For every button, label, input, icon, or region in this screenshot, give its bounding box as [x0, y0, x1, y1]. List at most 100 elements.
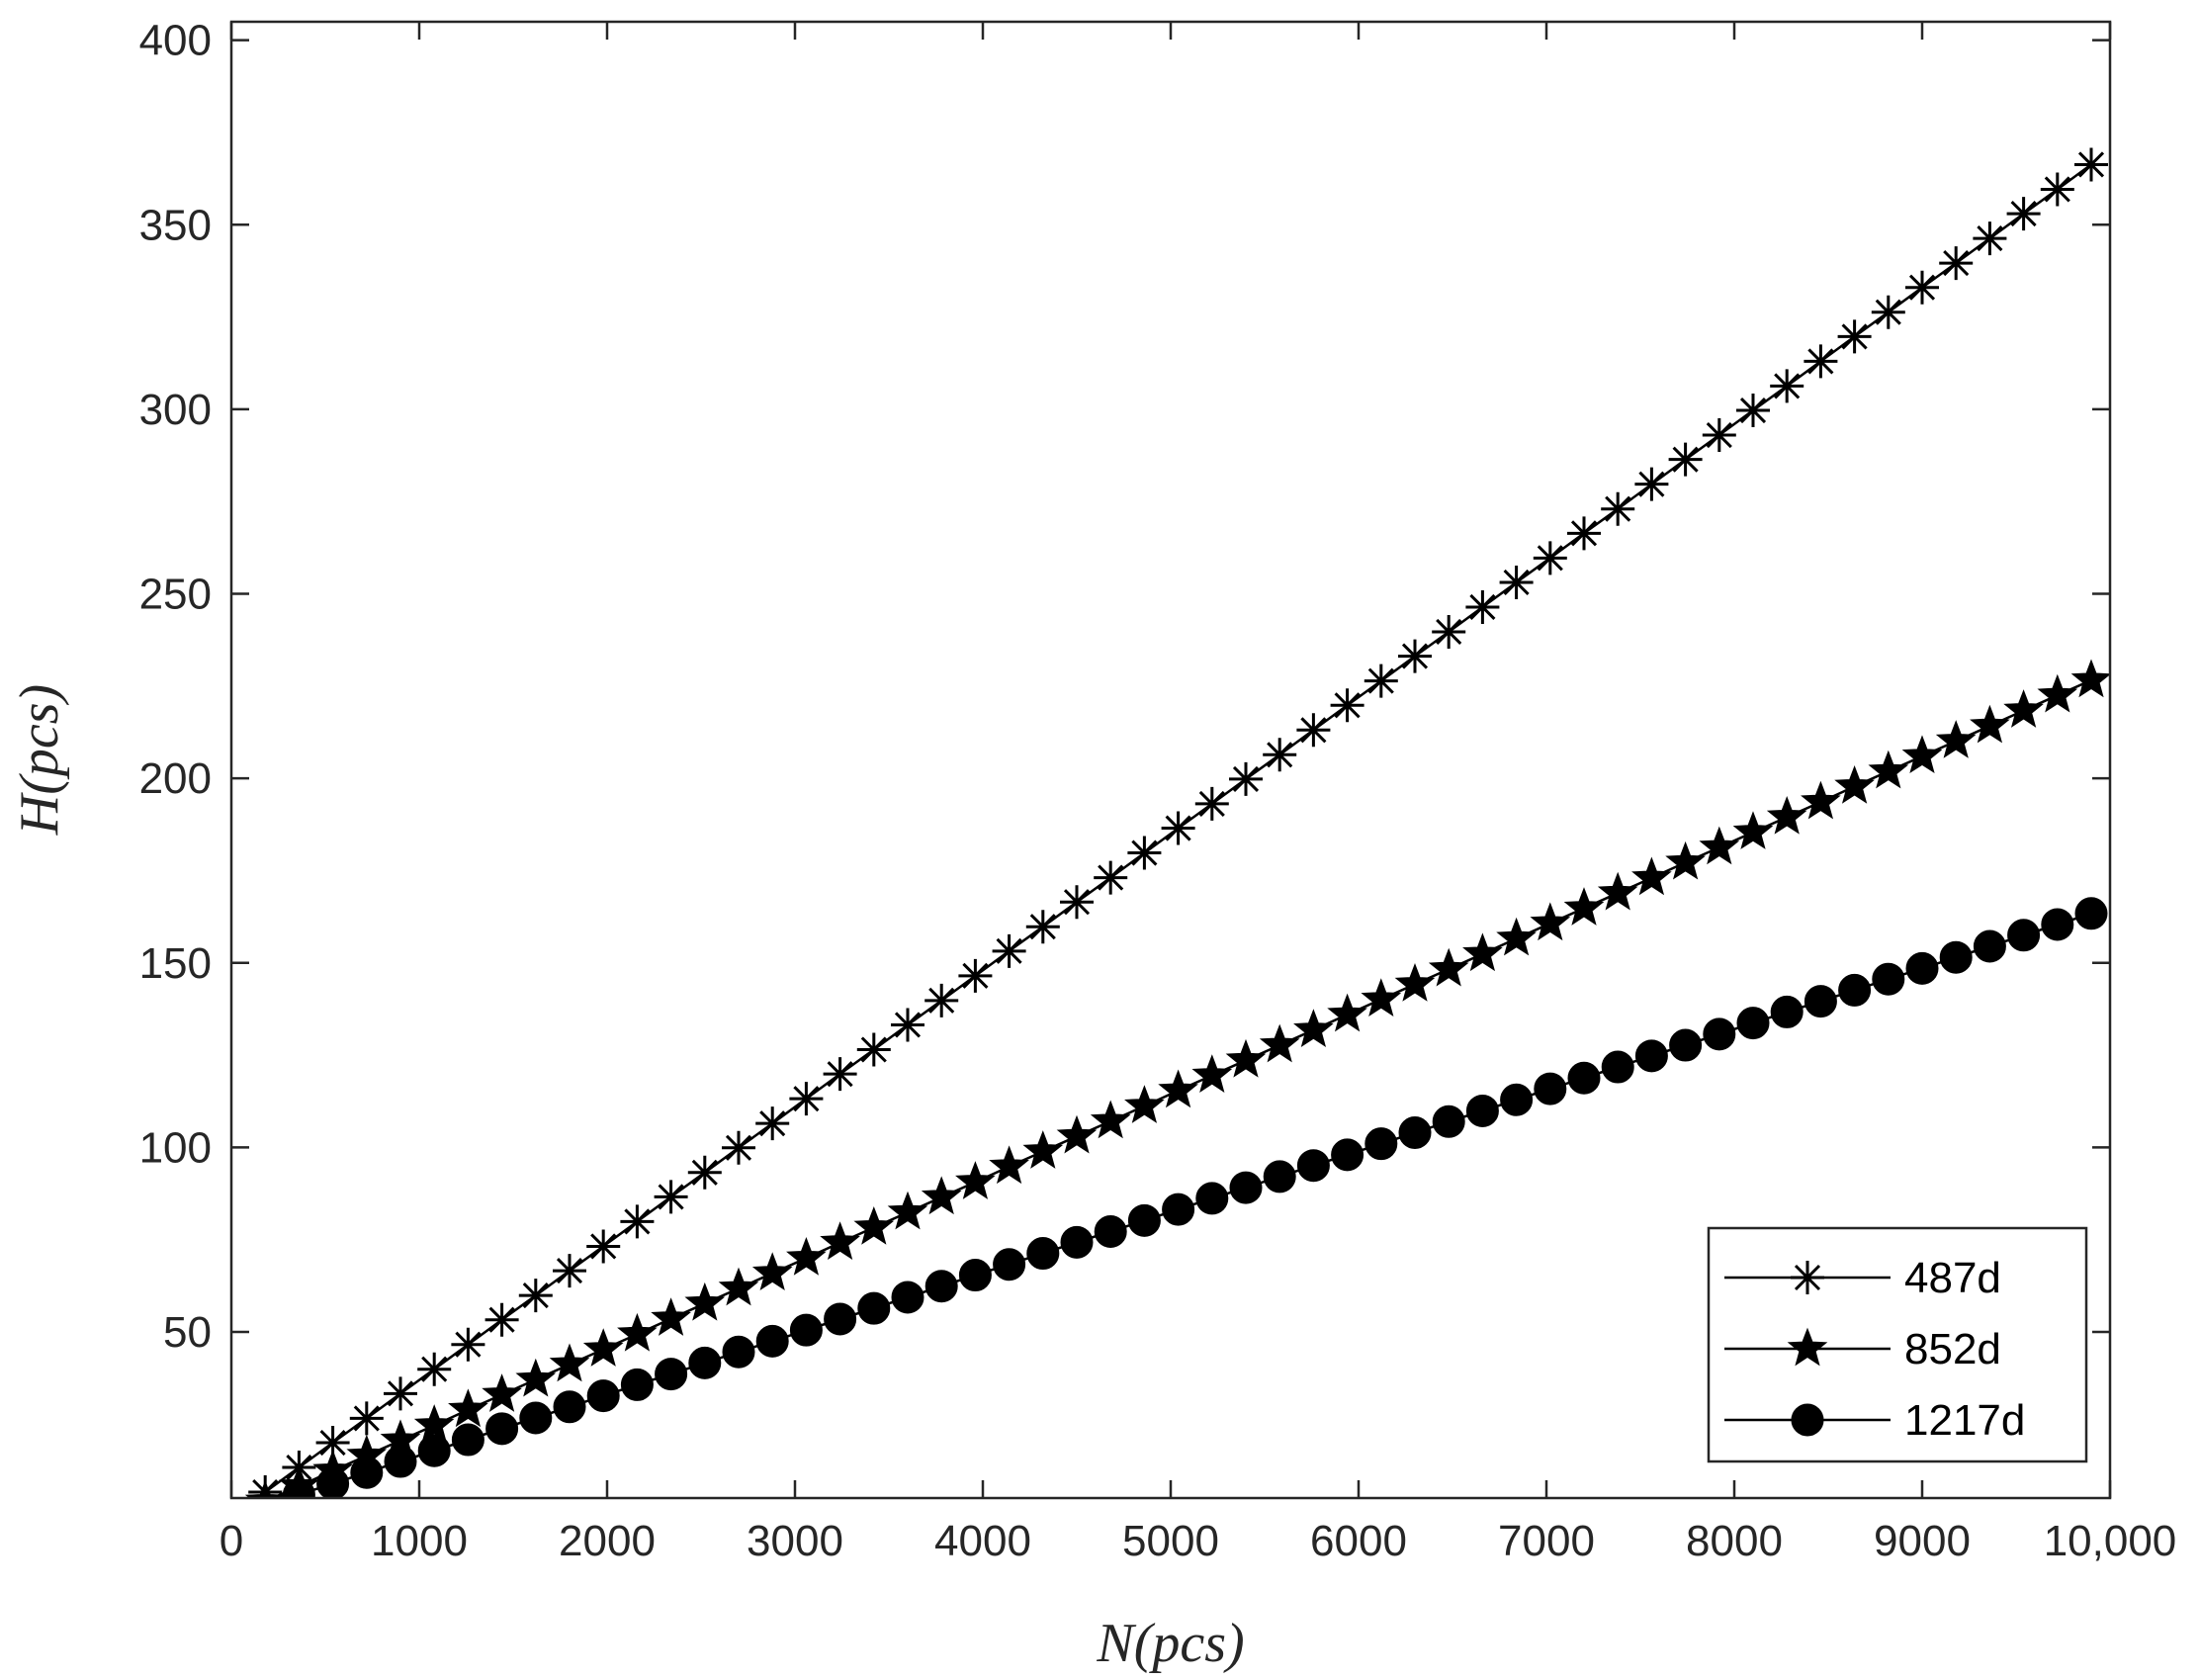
data-point: [820, 1221, 860, 1261]
data-point: [789, 1082, 824, 1116]
data-point: [654, 1180, 688, 1214]
data-point: [1837, 319, 1872, 354]
legend-box: [1707, 1226, 2088, 1463]
data-point: [620, 1204, 655, 1239]
data-point: [1905, 951, 1939, 985]
data-point: [1804, 985, 1837, 1018]
data-point: [1702, 418, 1736, 453]
data-point: [2037, 673, 2078, 713]
data-point: [1973, 221, 2007, 256]
data-point: [1939, 940, 1973, 974]
data-point: [617, 1312, 658, 1352]
data-point: [1901, 735, 1943, 774]
data-point: [315, 1426, 350, 1460]
data-point: [2041, 908, 2074, 941]
data-point: [586, 1229, 621, 1264]
data-point: [413, 1404, 455, 1443]
data-point: [448, 1388, 488, 1428]
data-point: [1158, 1069, 1198, 1108]
data-point: [1736, 394, 1770, 428]
series-852d: [244, 659, 2110, 1498]
legend-label: 1217d: [1904, 1396, 2025, 1445]
data-point: [1496, 917, 1537, 956]
data-point: [891, 1008, 924, 1042]
data-point: [350, 1456, 384, 1489]
data-point: [1025, 910, 1060, 944]
data-point: [687, 1155, 722, 1190]
data-point: [1871, 295, 1905, 329]
data-point: [722, 1130, 755, 1165]
data-point: [684, 1282, 726, 1321]
data-point: [958, 958, 993, 993]
data-point: [688, 1346, 722, 1379]
data-point: [417, 1434, 451, 1467]
y-axis-label: H(pcs): [9, 684, 70, 836]
data-point: [1668, 442, 1703, 477]
data-point: [1225, 1038, 1267, 1078]
data-point: [1770, 369, 1804, 403]
y-tick-label: 200: [139, 754, 212, 803]
x-tick-label: 3000: [747, 1517, 843, 1565]
data-point: [1195, 1182, 1229, 1215]
data-point: [1361, 978, 1402, 1017]
data-point: [1500, 1083, 1534, 1116]
y-tick-label: 400: [139, 17, 212, 65]
data-point: [1026, 1237, 1060, 1271]
data-point: [1868, 750, 1909, 789]
data-point: [751, 1252, 793, 1291]
data-point: [993, 1248, 1026, 1282]
legend-label: 852d: [1904, 1325, 2001, 1373]
data-point: [1056, 1114, 1098, 1154]
data-point: [921, 1176, 962, 1215]
data-point: [1634, 467, 1669, 501]
data-point: [1022, 1130, 1064, 1169]
data-point: [2003, 689, 2044, 728]
x-axis-ticks: 0 1000 2000 3000 4000 5000 6000 7000 8000 9000 10,…: [220, 22, 2177, 1565]
data-point: [1465, 589, 1500, 624]
x-tick-label: 9000: [1874, 1517, 1971, 1565]
data-point: [1259, 1023, 1300, 1063]
x-tick-label: 6000: [1310, 1517, 1407, 1565]
data-point: [1766, 795, 1807, 835]
data-point: [1530, 902, 1571, 941]
y-tick-label: 350: [139, 201, 212, 249]
legend: 487d 852d 1217d: [1707, 1226, 2088, 1463]
data-point: [1432, 1105, 1465, 1138]
data-point: [824, 1302, 857, 1336]
data-point: [823, 1057, 857, 1092]
data-point: [955, 1161, 996, 1199]
data-point: [1194, 786, 1229, 821]
data-point: [1669, 1028, 1703, 1062]
data-point: [1465, 1094, 1499, 1127]
data-point: [1563, 887, 1605, 926]
data-point: [958, 1259, 992, 1292]
data-point: [2070, 659, 2110, 698]
data-point: [1567, 1061, 1601, 1095]
data-point: [1699, 826, 1740, 865]
data-point: [1597, 871, 1638, 911]
data-point: [1394, 962, 1436, 1002]
legend-entry: 1217d: [1724, 1396, 2025, 1445]
data-point: [924, 1270, 958, 1303]
data-point: [451, 1423, 484, 1457]
x-tick-label: 10,000: [2044, 1517, 2177, 1565]
legend-label: 487d: [1904, 1254, 2001, 1302]
data-point: [417, 1352, 452, 1386]
data-point: [1263, 738, 1297, 772]
data-point: [620, 1368, 654, 1401]
data-point: [316, 1466, 350, 1498]
data-point: [451, 1327, 485, 1362]
y-tick-label: 300: [139, 386, 212, 434]
data-point: [1296, 713, 1331, 748]
data-point: [755, 1106, 790, 1141]
data-point: [1462, 932, 1503, 972]
data-point: [1060, 1225, 1094, 1259]
x-tick-label: 8000: [1686, 1517, 1783, 1565]
data-point: [1229, 1171, 1263, 1204]
data-point: [786, 1236, 827, 1276]
data-point: [856, 1032, 891, 1067]
y-axis-ticks: 50 100 150 200 250 300 350 400: [139, 17, 2110, 1357]
data-point: [1801, 780, 1841, 820]
data-point: [1970, 704, 2010, 744]
data-point: [1229, 761, 1263, 796]
